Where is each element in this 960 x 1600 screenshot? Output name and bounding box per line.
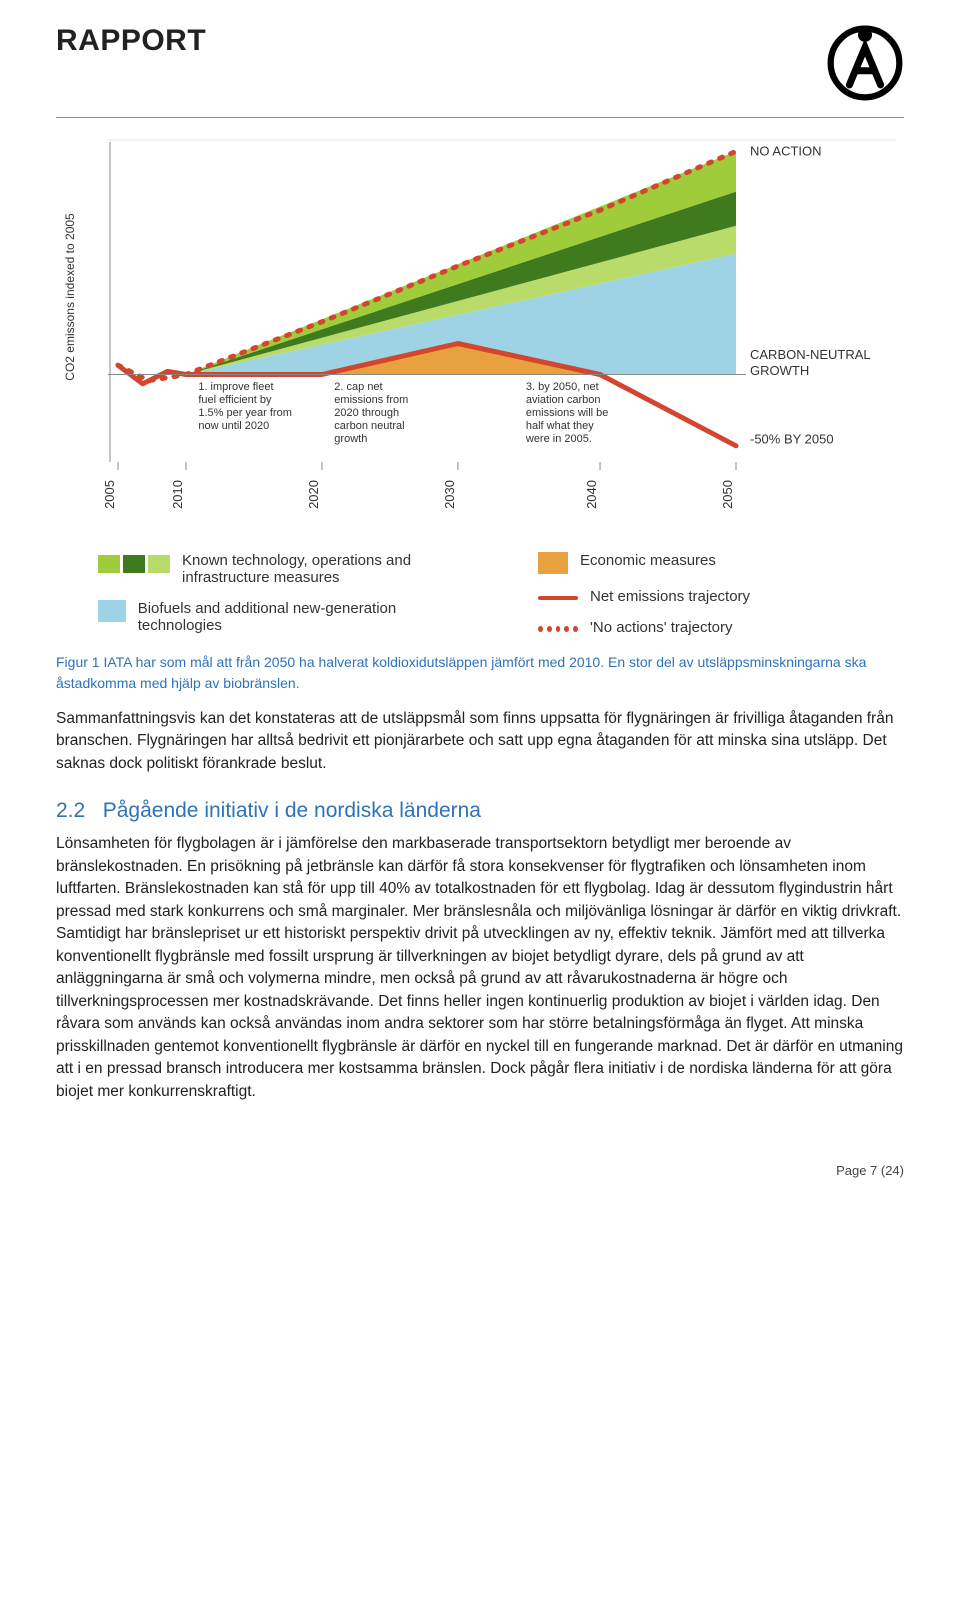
svg-text:3. by 2050, net: 3. by 2050, net (526, 381, 599, 393)
svg-text:2010: 2010 (170, 480, 185, 509)
svg-text:CO2 emissons indexed to 2005: CO2 emissons indexed to 2005 (63, 213, 77, 381)
svg-text:CARBON-NEUTRAL: CARBON-NEUTRAL (750, 347, 871, 362)
section-num: 2.2 (56, 799, 85, 822)
legend-economic: Economic measures (538, 552, 750, 574)
legend-noaction: 'No actions' trajectory (538, 619, 750, 636)
paragraph-summary: Sammanfattningsvis kan det konstateras a… (56, 708, 904, 775)
svg-text:growth: growth (334, 433, 367, 445)
section-heading: 2.2 Pågående initiativ i de nordiska län… (56, 799, 904, 823)
svg-text:-50% BY 2050: -50% BY 2050 (750, 432, 834, 447)
svg-text:emissions will be: emissions will be (526, 407, 609, 419)
legend-label: Biofuels and additional new-generation t… (138, 600, 458, 634)
svg-text:NO ACTION: NO ACTION (750, 143, 822, 158)
legend-label: Net emissions trajectory (590, 588, 750, 605)
svg-text:2005: 2005 (102, 480, 117, 509)
svg-text:2030: 2030 (442, 480, 457, 509)
svg-text:aviation carbon: aviation carbon (526, 394, 601, 406)
svg-text:2020: 2020 (306, 480, 321, 509)
legend-net: Net emissions trajectory (538, 588, 750, 605)
af-logo (826, 24, 904, 107)
svg-text:now until 2020: now until 2020 (198, 420, 269, 432)
legend-label: Economic measures (580, 552, 716, 569)
legend-label: 'No actions' trajectory (590, 619, 732, 636)
svg-text:2. cap net: 2. cap net (334, 381, 382, 393)
emissions-chart: CO2 emissons indexed to 2005 2005 2010 2020… (56, 122, 904, 542)
divider (56, 117, 904, 118)
svg-text:1.5% per year from: 1.5% per year from (198, 407, 292, 419)
svg-text:2040: 2040 (584, 480, 599, 509)
svg-text:2020 through: 2020 through (334, 407, 399, 419)
svg-text:2050: 2050 (720, 480, 735, 509)
legend-biofuel: Biofuels and additional new-generation t… (98, 600, 458, 634)
page-footer: Page 7 (24) (56, 1163, 904, 1178)
svg-text:carbon neutral: carbon neutral (334, 420, 404, 432)
svg-text:half what they: half what they (526, 420, 594, 432)
legend-label: Known technology, operations and infrast… (182, 552, 458, 586)
svg-text:GROWTH: GROWTH (750, 363, 809, 378)
chart-legend: Known technology, operations and infrast… (98, 552, 904, 636)
svg-text:fuel efficient by: fuel efficient by (198, 394, 272, 406)
svg-text:emissions from: emissions from (334, 394, 408, 406)
svg-text:1. improve fleet: 1. improve fleet (198, 381, 273, 393)
paragraph-body: Lönsamheten för flygbolagen är i jämföre… (56, 833, 904, 1103)
page-title: RAPPORT (56, 24, 206, 58)
legend-known: Known technology, operations and infrast… (98, 552, 458, 586)
svg-text:were in 2005.: were in 2005. (525, 433, 592, 445)
section-title: Pågående initiativ i de nordiska ländern… (103, 799, 481, 822)
figure-caption: Figur 1 IATA har som mål att från 2050 h… (56, 652, 904, 694)
